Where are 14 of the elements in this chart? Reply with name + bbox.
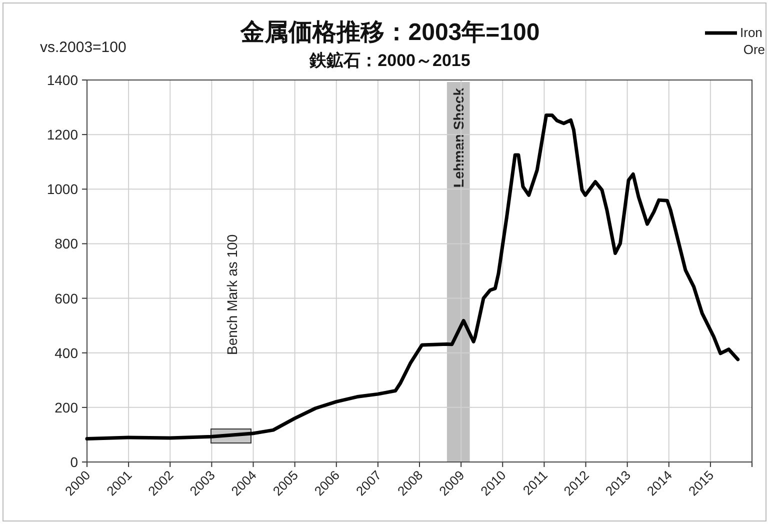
- y-tick-label: 1200: [46, 126, 78, 143]
- y-tick-label: 1000: [46, 181, 78, 198]
- legend: Iron Ore: [705, 25, 765, 57]
- y-tick-label: 800: [54, 236, 78, 252]
- chart-subtitle: 鉄鉱石：2000～2015: [308, 51, 470, 70]
- y-tick-label: 200: [54, 399, 78, 416]
- y-tick-label: 0: [70, 454, 78, 470]
- legend-label: Iron Ore: [740, 25, 765, 57]
- y-tick-label: 600: [54, 290, 78, 306]
- y-tick-label: 400: [54, 344, 78, 361]
- y-axis-title: vs.2003=100: [40, 39, 126, 56]
- y-tick-label: 1400: [46, 72, 78, 88]
- annotation: Bench Mark as 100: [224, 234, 240, 355]
- chart-title: 金属価格推移：2003年=100: [239, 19, 540, 46]
